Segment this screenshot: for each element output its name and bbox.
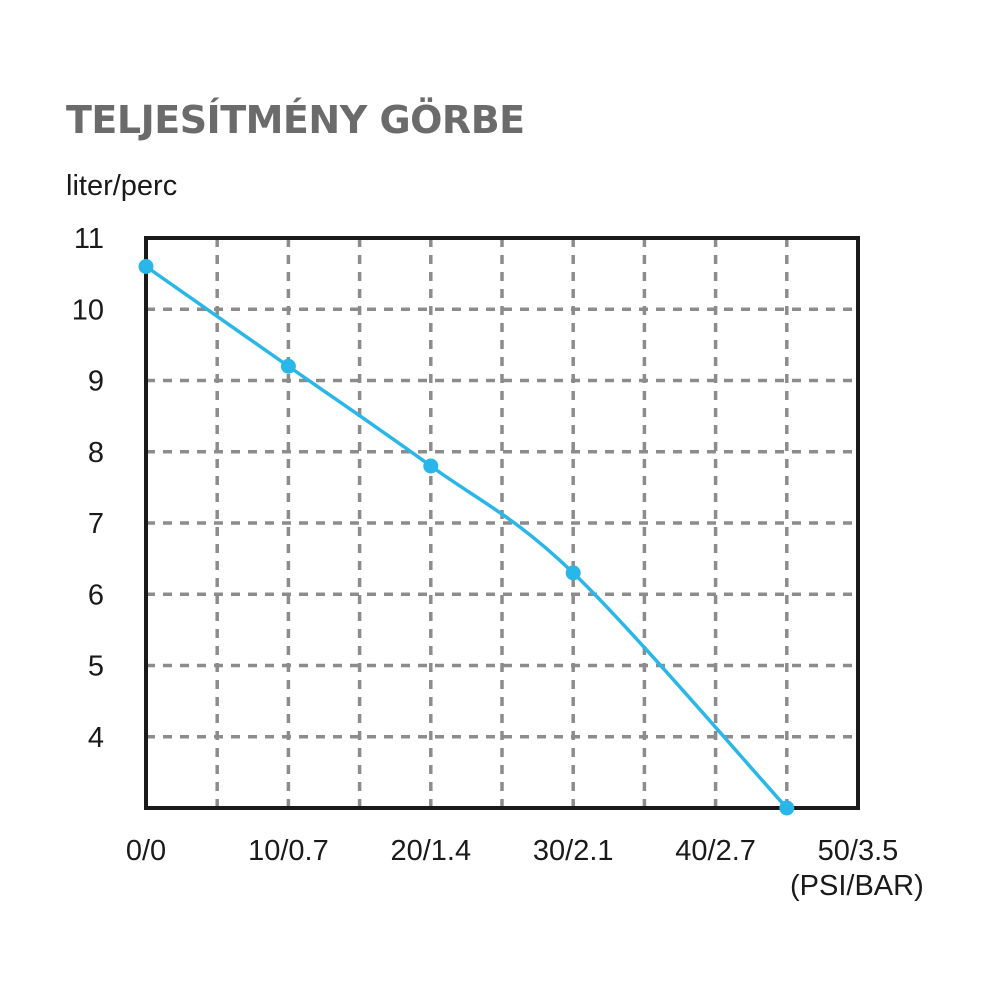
x-tick-label: 50/3.5 [818,835,899,867]
y-tick-label: 7 [88,508,104,540]
y-tick-label: 6 [88,579,104,611]
y-axis-label: liter/perc [66,170,178,202]
data-point [423,458,439,474]
y-tick-label: 8 [88,437,104,469]
y-tick-label: 5 [88,651,104,683]
y-tick-label: 4 [88,722,104,754]
data-point [565,565,581,581]
x-tick-label: 20/1.4 [390,835,471,867]
x-tick-label: 10/0.7 [248,835,329,867]
x-tick-label: 30/2.1 [533,835,614,867]
y-tick-label: 9 [88,366,104,398]
plot-frame [144,236,860,810]
series-line [144,264,789,810]
data-point [138,259,154,274]
data-point [280,358,296,374]
chart-title: TELJESÍTMÉNY GÖRBE [66,98,525,142]
data-point [779,800,795,816]
x-axis-label: (PSI/BAR) [790,870,924,902]
y-tick-label: 11 [74,223,104,255]
y-tick-label: 10 [72,294,104,326]
x-tick-label: 0/0 [126,835,166,867]
x-tick-label: 40/2.7 [675,835,756,867]
